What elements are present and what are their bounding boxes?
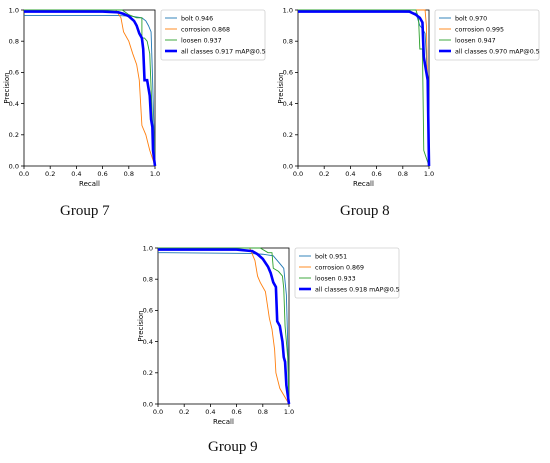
legend-entry-all: all classes 0.970 mAP@0.5 (455, 47, 540, 55)
y-tick-label: 0.8 (143, 276, 153, 284)
x-axis-label: Recall (353, 180, 374, 188)
x-tick-label: 0.8 (398, 170, 408, 178)
x-tick-label: 1.0 (284, 408, 294, 416)
series-line-all (24, 10, 157, 167)
y-tick-label: 0.4 (143, 338, 153, 346)
legend-box (160, 9, 266, 61)
series-line-bolt (298, 11, 430, 167)
x-tick-label: 0.4 (205, 408, 215, 416)
x-tick-label: 0.4 (71, 170, 81, 178)
y-tick-label: 0.6 (9, 69, 19, 77)
x-tick-label: 0.6 (371, 170, 381, 178)
caption-group-8: Group 8 (340, 203, 390, 219)
pr-curve-chart-group-8: 0.0 0.2 0.4 0.6 0.8 1.0 0.0 0.2 0.4 0.6 0.8 1.0 Reca… (277, 6, 540, 188)
series-line-corrosion (158, 247, 290, 405)
legend-entry-loosen: loosen 0.933 (315, 275, 356, 282)
y-tick-label: 1.0 (9, 6, 19, 14)
y-tick-label: 0.0 (9, 162, 19, 170)
y-tick-label: 0.6 (143, 307, 153, 315)
caption-group-7: Group 7 (60, 203, 110, 219)
chart-panel-group-8: 0.0 0.2 0.4 0.6 0.8 1.0 0.0 0.2 0.4 0.6 0.8 1.0 Reca… (274, 0, 546, 194)
legend-entry-corrosion: corrosion 0.869 (315, 264, 364, 271)
pr-curve-chart-group-9: 0.0 0.2 0.4 0.6 0.8 1.0 0.0 0.2 0.4 0.6 0.8 1.0 Reca… (137, 244, 400, 426)
y-axis-label: Precision (137, 310, 145, 341)
x-tick-label: 0.0 (19, 170, 29, 178)
y-tick-label: 0.2 (283, 131, 293, 139)
series-line-all (158, 248, 291, 405)
y-tick-label: 1.0 (283, 6, 293, 14)
y-tick-label: 0.8 (9, 38, 19, 46)
y-tick-label: 0.8 (283, 38, 293, 46)
series-line-loosen (158, 247, 290, 405)
series-line-bolt (24, 15, 156, 167)
series-line-bolt (158, 252, 290, 405)
legend-entry-bolt: bolt 0.970 (455, 15, 487, 22)
legend-box (434, 9, 540, 61)
x-tick-label: 0.6 (231, 408, 241, 416)
y-tick-label: 1.0 (143, 244, 153, 252)
y-tick-label: 0.0 (143, 400, 153, 408)
legend-entry-corrosion: corrosion 0.868 (181, 26, 230, 33)
x-tick-label: 1.0 (424, 170, 434, 178)
x-tick-label: 0.2 (319, 170, 329, 178)
x-axis-label: Recall (79, 180, 100, 188)
x-tick-label: 0.0 (153, 408, 163, 416)
y-axis-label: Precision (3, 72, 11, 103)
y-axis-label: Precision (277, 72, 285, 103)
legend-box (294, 247, 400, 299)
legend-entry-all: all classes 0.918 mAP@0.5 (315, 285, 400, 293)
legend-entry-all: all classes 0.917 mAP@0.5 (181, 47, 266, 55)
x-tick-label: 0.4 (345, 170, 355, 178)
chart-panel-group-9: 0.0 0.2 0.4 0.6 0.8 1.0 0.0 0.2 0.4 0.6 0.8 1.0 Reca… (134, 238, 406, 432)
x-axis-label: Recall (213, 418, 234, 426)
x-tick-label: 0.2 (179, 408, 189, 416)
series-line-corrosion (298, 9, 430, 167)
x-tick-label: 0.8 (124, 170, 134, 178)
series-line-loosen (298, 9, 430, 167)
series-line-corrosion (24, 9, 156, 167)
x-tick-label: 0.8 (258, 408, 268, 416)
legend-entry-loosen: loosen 0.937 (181, 37, 222, 44)
y-tick-label: 0.2 (9, 131, 19, 139)
pr-curve-chart-group-7: 0.0 0.2 0.4 0.6 0.8 1.0 0.0 0.2 0.4 0.6 0.8 1.0 Reca… (3, 6, 266, 188)
y-tick-label: 0.0 (283, 162, 293, 170)
x-tick-label: 0.0 (293, 170, 303, 178)
series-line-all (298, 10, 431, 167)
y-tick-label: 0.4 (9, 100, 19, 108)
y-tick-label: 0.4 (283, 100, 293, 108)
x-tick-label: 0.2 (45, 170, 55, 178)
plot-area-frame (23, 9, 156, 167)
x-tick-label: 1.0 (150, 170, 160, 178)
plot-area-frame (297, 9, 430, 167)
x-tick-label: 0.6 (97, 170, 107, 178)
y-tick-label: 0.2 (143, 369, 153, 377)
legend-entry-loosen: loosen 0.947 (455, 37, 496, 44)
legend-entry-bolt: bolt 0.951 (315, 253, 347, 260)
series-line-loosen (24, 9, 156, 167)
legend-entry-corrosion: corrosion 0.995 (455, 26, 504, 33)
legend-entry-bolt: bolt 0.946 (181, 15, 213, 22)
caption-group-9: Group 9 (208, 439, 258, 455)
chart-panel-group-7: 0.0 0.2 0.4 0.6 0.8 1.0 0.0 0.2 0.4 0.6 0.8 1.0 Reca… (0, 0, 272, 194)
y-tick-label: 0.6 (283, 69, 293, 77)
